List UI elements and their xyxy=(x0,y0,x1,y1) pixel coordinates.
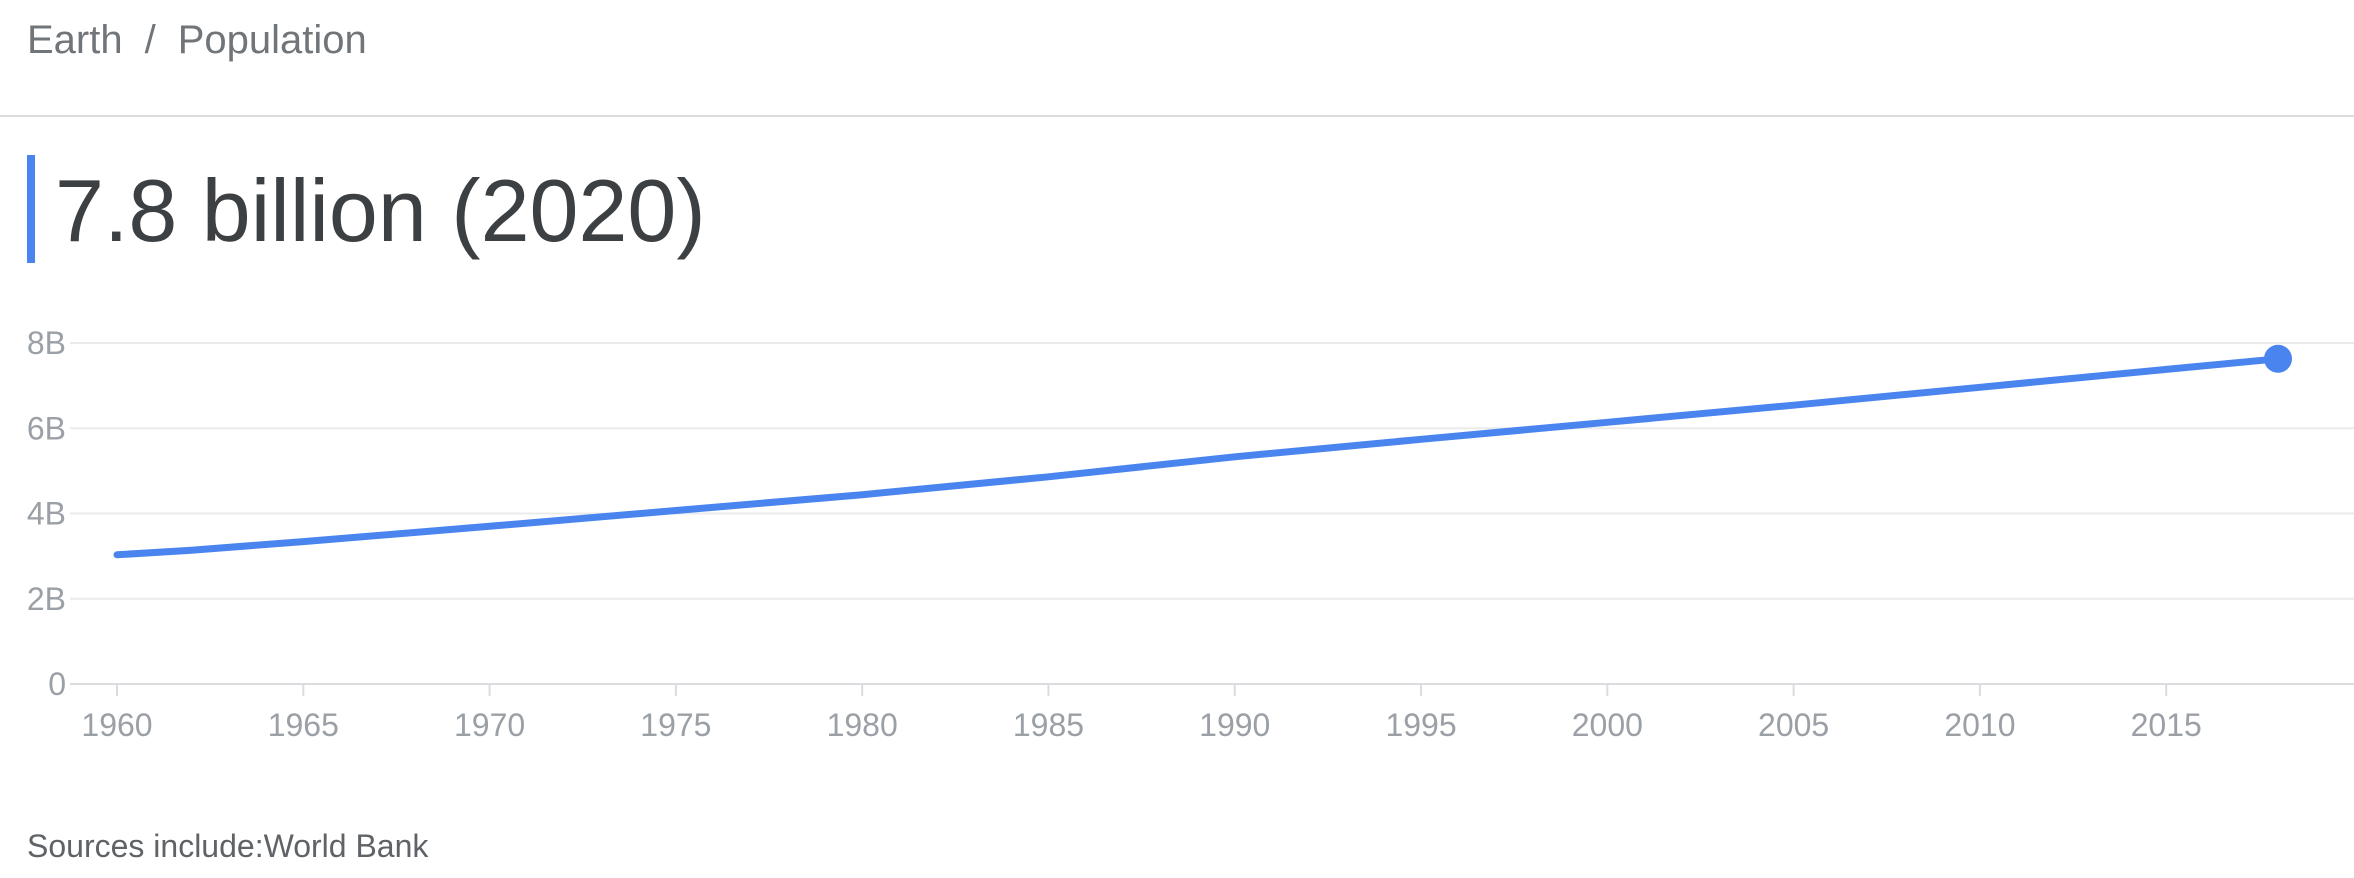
series-layer xyxy=(113,344,2292,559)
x-tick-label: 2000 xyxy=(1572,707,1643,743)
x-tick-label: 2005 xyxy=(1758,707,1829,743)
x-tick-label: 1970 xyxy=(454,707,525,743)
y-tick-label: 8B xyxy=(27,325,66,361)
breadcrumb-parent[interactable]: Earth xyxy=(27,18,123,62)
x-tick-label: 1985 xyxy=(1013,707,1084,743)
header-divider xyxy=(0,115,2354,117)
y-axis-ticks: 0 2B 4B 6B 8B xyxy=(27,325,66,702)
x-tick-label: 1975 xyxy=(640,707,711,743)
breadcrumb: Earth / Population xyxy=(27,18,367,63)
source-label: Sources include: xyxy=(27,828,264,864)
y-tick-label: 0 xyxy=(48,666,66,702)
x-tick-label: 1965 xyxy=(268,707,339,743)
y-tick-label: 6B xyxy=(27,410,66,446)
x-tick-label: 1990 xyxy=(1199,707,1270,743)
population-headline: 7.8 billion (2020) xyxy=(27,155,706,263)
breadcrumb-current: Population xyxy=(177,18,367,62)
grid-lines xyxy=(70,342,2354,685)
x-tick-label: 2010 xyxy=(1944,707,2015,743)
source-attribution: Sources include:World Bank xyxy=(27,828,428,865)
y-tick-label: 4B xyxy=(27,496,66,532)
x-tick-label: 1960 xyxy=(81,707,152,743)
population-line xyxy=(113,355,2282,559)
x-tick-label: 2015 xyxy=(2131,707,2202,743)
latest-data-point[interactable] xyxy=(2264,344,2292,373)
x-tick-label: 1980 xyxy=(827,707,898,743)
breadcrumb-separator: / xyxy=(144,18,156,62)
x-tick-label: 1995 xyxy=(1385,707,1456,743)
y-tick-label: 2B xyxy=(27,581,66,617)
x-axis-ticks: 1960 1965 1970 1975 1980 1985 1990 1995 2000 2005… xyxy=(81,684,2202,743)
source-link[interactable]: World Bank xyxy=(263,828,429,864)
